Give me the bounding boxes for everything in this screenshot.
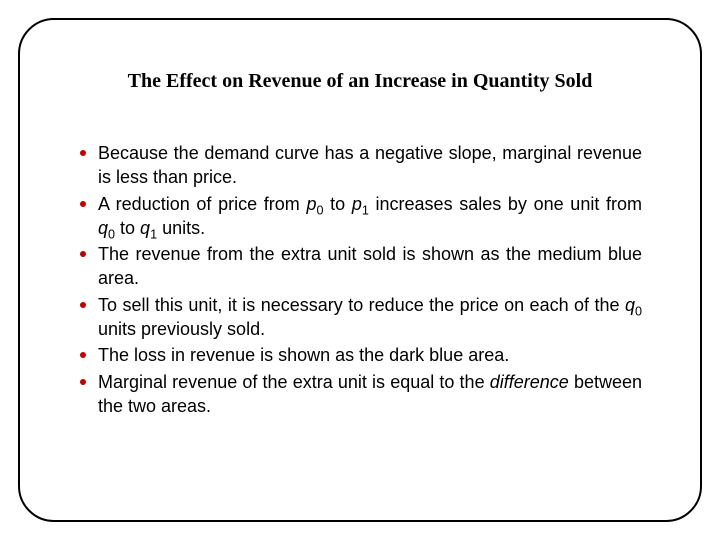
slide-content: The Effect on Revenue of an Increase in … (78, 70, 642, 420)
bullet-item: Because the demand curve has a negative … (78, 141, 642, 190)
bullet-item: Marginal revenue of the extra unit is eq… (78, 370, 642, 419)
bullet-item: A reduction of price from p0 to p1 incre… (78, 192, 642, 241)
bullet-list: Because the demand curve has a negative … (78, 141, 642, 418)
bullet-item: The loss in revenue is shown as the dark… (78, 343, 642, 367)
bullet-item: The revenue from the extra unit sold is … (78, 242, 642, 291)
slide-frame: The Effect on Revenue of an Increase in … (18, 18, 702, 522)
slide-title: The Effect on Revenue of an Increase in … (78, 70, 642, 93)
bullet-item: To sell this unit, it is necessary to re… (78, 293, 642, 342)
